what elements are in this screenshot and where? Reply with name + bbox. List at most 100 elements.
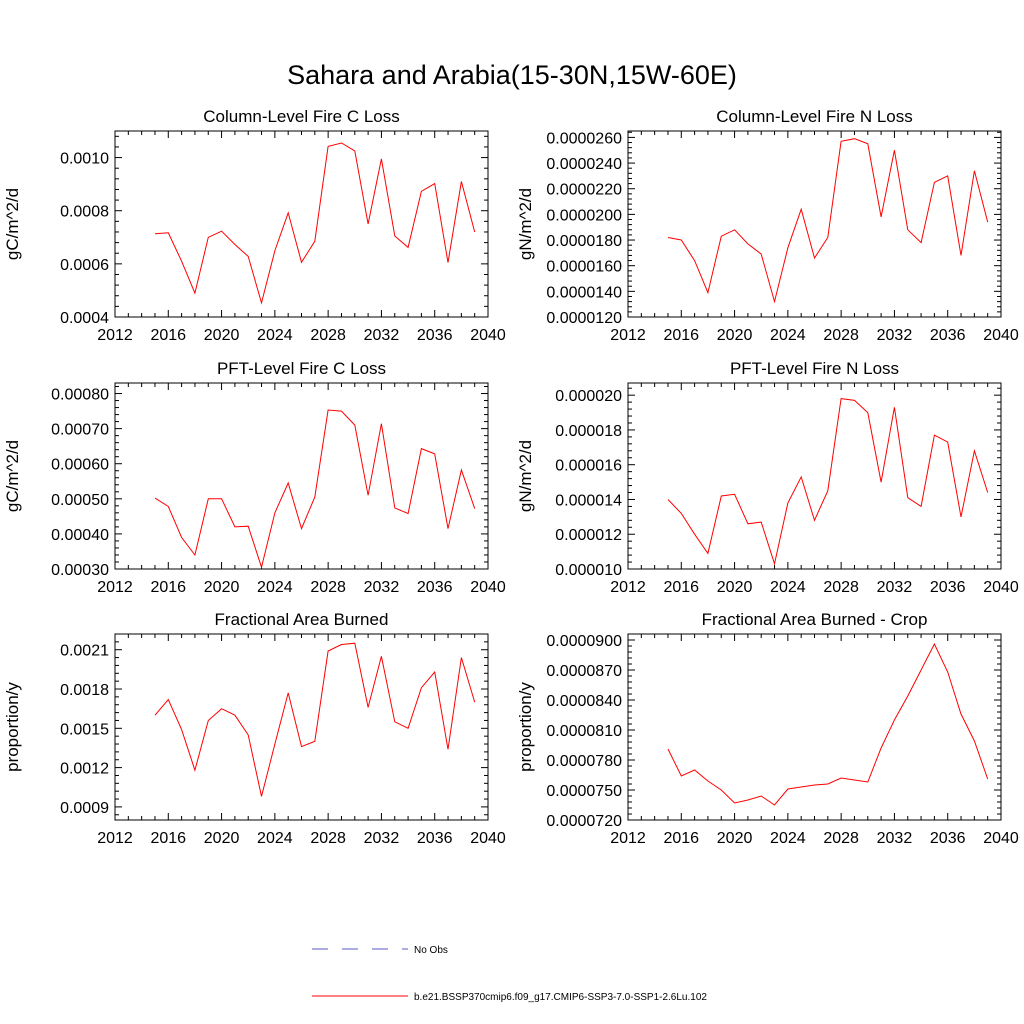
x-tick-label: 2020 xyxy=(717,830,753,847)
y-tick-label: 0.00050 xyxy=(51,492,109,509)
x-tick-label: 2012 xyxy=(97,830,133,847)
y-axis-label: gC/m^2/d xyxy=(3,440,22,512)
x-tick-label: 2024 xyxy=(770,830,806,847)
panel-col-fire-n-loss: 2012 2016 2020 2024 2028 2032 2036 2040 0.000012… xyxy=(516,107,1019,344)
y-tick-label: 0.0018 xyxy=(60,682,109,699)
x-tick-label: 2032 xyxy=(877,579,913,596)
x-tick-label: 2040 xyxy=(983,327,1019,344)
x-tick-label: 2020 xyxy=(204,830,240,847)
legend: No Obs b.e21.BSSP370cmip6.f09_g17.CMIP6-… xyxy=(312,945,707,1003)
y-tick-label: 0.00070 xyxy=(51,422,109,439)
series-line xyxy=(154,642,476,797)
x-tick-label: 2040 xyxy=(983,830,1019,847)
x-tick-label: 2028 xyxy=(823,579,859,596)
x-tick-label: 2020 xyxy=(717,579,753,596)
series-line xyxy=(154,409,476,570)
panel-area-burned-crop: 2012 2016 2020 2024 2028 2032 2036 2040 0.000072… xyxy=(516,610,1019,847)
panel-title: Column-Level Fire N Loss xyxy=(716,107,913,126)
x-tick-label: 2012 xyxy=(97,579,133,596)
x-tick-label: 2024 xyxy=(257,579,293,596)
y-tick-label: 0.000016 xyxy=(555,458,622,475)
x-tick-label: 2024 xyxy=(257,327,293,344)
x-tick-label: 2032 xyxy=(877,830,913,847)
y-tick-label: 0.0021 xyxy=(60,643,109,660)
x-tick-label: 2028 xyxy=(823,327,859,344)
legend-label-no-obs: No Obs xyxy=(414,945,448,956)
panels: 2012 2016 2020 2024 2028 2032 2036 2040 0.0004 0.… xyxy=(3,107,1019,847)
panel-title: PFT-Level Fire N Loss xyxy=(730,359,899,378)
x-tick-label: 2020 xyxy=(717,327,753,344)
x-tick-label: 2016 xyxy=(150,830,186,847)
y-tick-label: 0.0000260 xyxy=(546,130,622,147)
y-tick-label: 0.0000900 xyxy=(546,633,622,650)
panel-title: PFT-Level Fire C Loss xyxy=(217,359,386,378)
legend-item-no-obs: No Obs xyxy=(312,945,448,956)
panel-title: Fractional Area Burned - Crop xyxy=(702,610,928,629)
series-line xyxy=(667,642,989,806)
y-tick-label: 0.000018 xyxy=(555,423,622,440)
y-tick-label: 0.0000160 xyxy=(546,259,622,276)
x-tick-label: 2040 xyxy=(470,579,506,596)
y-tick-label: 0.00040 xyxy=(51,527,109,544)
y-tick-label: 0.0000720 xyxy=(546,813,622,830)
y-tick-label: 0.00080 xyxy=(51,387,109,404)
x-tick-label: 2032 xyxy=(364,830,400,847)
panel-title: Column-Level Fire C Loss xyxy=(203,107,400,126)
x-tick-label: 2024 xyxy=(770,327,806,344)
y-tick-label: 0.0000750 xyxy=(546,783,622,800)
y-tick-label: 0.0000810 xyxy=(546,723,622,740)
y-tick-label: 0.0000180 xyxy=(546,233,622,250)
y-tick-label: 0.0009 xyxy=(60,800,109,817)
y-axis-label: proportion/y xyxy=(3,682,22,772)
x-tick-label: 2032 xyxy=(364,579,400,596)
x-tick-label: 2032 xyxy=(877,327,913,344)
x-tick-label: 2040 xyxy=(470,327,506,344)
figure-title: Sahara and Arabia(15-30N,15W-60E) xyxy=(287,60,737,90)
x-tick-label: 2036 xyxy=(417,830,453,847)
x-tick-label: 2016 xyxy=(150,579,186,596)
x-tick-label: 2012 xyxy=(610,830,646,847)
x-tick-label: 2020 xyxy=(204,327,240,344)
y-tick-label: 0.0000200 xyxy=(546,207,622,224)
x-tick-label: 2036 xyxy=(417,579,453,596)
x-tick-label: 2016 xyxy=(663,327,699,344)
y-axis-label: proportion/y xyxy=(516,682,535,772)
y-axis-label: gN/m^2/d xyxy=(516,188,535,260)
series-line xyxy=(667,398,989,566)
x-tick-label: 2028 xyxy=(310,327,346,344)
legend-item-model-run: b.e21.BSSP370cmip6.f09_g17.CMIP6-SSP3-7.… xyxy=(312,992,707,1003)
x-tick-label: 2024 xyxy=(257,830,293,847)
x-tick-label: 2036 xyxy=(930,327,966,344)
x-tick-label: 2036 xyxy=(930,579,966,596)
panel-pft-fire-c-loss: 2012 2016 2020 2024 2028 2032 2036 2040 0.00030 0… xyxy=(3,359,506,596)
y-tick-label: 0.0012 xyxy=(60,761,109,778)
y-tick-label: 0.000020 xyxy=(555,388,622,405)
x-tick-label: 2036 xyxy=(417,327,453,344)
x-tick-label: 2016 xyxy=(663,579,699,596)
x-tick-label: 2016 xyxy=(150,327,186,344)
y-tick-label: 0.000012 xyxy=(555,527,622,544)
y-tick-label: 0.0006 xyxy=(60,257,109,274)
y-axis-label: gN/m^2/d xyxy=(516,440,535,512)
x-tick-label: 2024 xyxy=(770,579,806,596)
series-line xyxy=(154,142,476,305)
x-tick-label: 2028 xyxy=(310,830,346,847)
y-tick-label: 0.0000780 xyxy=(546,753,622,770)
x-tick-label: 2028 xyxy=(310,579,346,596)
series-line xyxy=(667,138,989,304)
y-tick-label: 0.0010 xyxy=(60,151,109,168)
x-tick-label: 2032 xyxy=(364,327,400,344)
legend-label-model-run: b.e21.BSSP370cmip6.f09_g17.CMIP6-SSP3-7.… xyxy=(414,992,707,1003)
y-tick-label: 0.0015 xyxy=(60,721,109,738)
x-tick-label: 2016 xyxy=(663,830,699,847)
y-tick-label: 0.0000120 xyxy=(546,310,622,327)
x-tick-label: 2040 xyxy=(470,830,506,847)
x-tick-label: 2028 xyxy=(823,830,859,847)
x-tick-label: 2036 xyxy=(930,830,966,847)
x-tick-label: 2012 xyxy=(610,327,646,344)
x-tick-label: 2040 xyxy=(983,579,1019,596)
y-tick-label: 0.00030 xyxy=(51,562,109,579)
y-tick-label: 0.0000840 xyxy=(546,693,622,710)
